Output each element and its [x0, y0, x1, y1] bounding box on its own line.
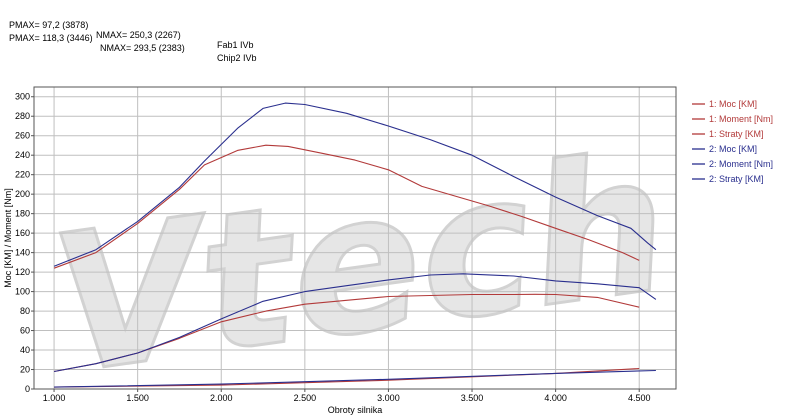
axis-ticks: 1.000 1.500 2.000 2.500 3.000 3.500 4.000 4.500…: [15, 92, 651, 403]
y-tick-label: 140: [15, 248, 30, 258]
y-tick-label: 260: [15, 131, 30, 141]
series-line-2-moment-nm: [53, 102, 657, 267]
label-run1: Fab1 IVb: [217, 40, 254, 50]
y-tick-label: 160: [15, 228, 30, 238]
nmax-run2: NMAX= 293,5 (2383): [100, 43, 185, 53]
x-axis-label: Obroty silnika: [328, 405, 383, 415]
x-tick-label: 4.000: [544, 393, 567, 403]
header-line-1: PMAX= 97,2 (3878) NMAX= 250,3 (2267) Fab…: [4, 10, 254, 50]
x-tick-label: 1.000: [43, 393, 66, 403]
legend-item-2-straty-km: 2: Straty [KM]: [709, 174, 764, 184]
x-tick-label: 2.500: [294, 393, 317, 403]
plot-frame: [33, 86, 677, 390]
y-tick-label: 200: [15, 189, 30, 199]
y-tick-label: 20: [20, 365, 30, 375]
y-tick-label: 100: [15, 287, 30, 297]
legend: 1: Moc [KM] 1: Moment [Nm] 1: Straty [KM] 2…: [692, 99, 773, 184]
y-tick-label: 220: [15, 170, 30, 180]
x-tick-label: 4.500: [628, 393, 651, 403]
pmax-run2: PMAX= 118,3 (3446): [9, 33, 93, 43]
y-tick-label: 280: [15, 111, 30, 121]
y-tick-label: 180: [15, 209, 30, 219]
y-axis-label: Moc [KM] / Moment [Nm]: [3, 188, 13, 288]
header-line-2: PMAX= 118,3 (3446) NMAX= 293,5 (2383) Ch…: [4, 23, 257, 63]
y-tick-label: 0: [25, 384, 30, 394]
x-tick-label: 3.500: [461, 393, 484, 403]
series-line-2-straty-km: [54, 369, 656, 388]
series-line-1-straty-km: [54, 367, 640, 388]
x-tick-label: 2.000: [210, 393, 233, 403]
legend-item-1-moc-km: 1: Moc [KM]: [709, 99, 757, 109]
y-tick-label: 80: [20, 306, 30, 316]
plot-area: [34, 87, 676, 389]
label-run2: Chip2 IVb: [217, 53, 257, 63]
legend-item-2-moment-nm: 2: Moment [Nm]: [709, 159, 773, 169]
nmax-run1: NMAX= 250,3 (2267): [96, 30, 181, 40]
series-lines: [53, 102, 657, 388]
y-tick-label: 300: [15, 92, 30, 102]
legend-item-2-moc-km: 2: Moc [KM]: [709, 144, 757, 154]
legend-item-1-moment-nm: 1: Moment [Nm]: [709, 114, 773, 124]
legend-item-1-straty-km: 1: Straty [KM]: [709, 129, 764, 139]
y-tick-label: 240: [15, 150, 30, 160]
series-line-1-moment-nm: [53, 144, 640, 269]
x-tick-label: 3.000: [377, 393, 400, 403]
pmax-run1: PMAX= 97,2 (3878): [9, 20, 89, 30]
y-tick-label: 40: [20, 345, 30, 355]
series-line-2-moc-km: [53, 273, 657, 373]
y-tick-label: 120: [15, 267, 30, 277]
y-tick-label: 60: [20, 326, 30, 336]
x-tick-label: 1.500: [126, 393, 149, 403]
